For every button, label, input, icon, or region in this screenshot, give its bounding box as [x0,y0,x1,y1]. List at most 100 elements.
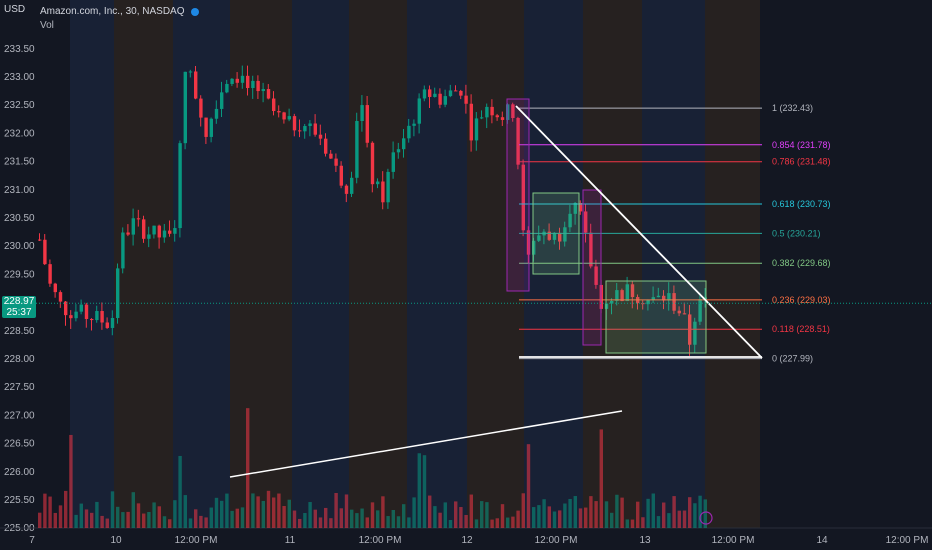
candle-body [183,71,187,144]
volume-bar [511,516,515,528]
candle-body [402,138,406,150]
last-price-value: 228.97 [3,296,35,307]
session-band [230,0,292,528]
volume-bar [464,514,468,528]
volume-indicator-label[interactable]: Vol [40,20,54,31]
volume-trend-line[interactable] [229,410,623,478]
candle-body [511,104,515,118]
candle-body [84,304,89,319]
candle-body [438,93,442,105]
volume-bar [443,502,447,528]
session-band [583,0,642,528]
symbol-title[interactable]: Amazon.com, Inc., 30, NASDAQ [40,6,199,17]
candle-body [256,80,260,92]
volume-bar [246,408,250,528]
volume-bar [589,496,593,528]
candle-body [121,232,125,269]
candle-body [646,299,650,305]
candle-body [532,240,536,255]
candle-body [615,290,619,301]
candle-body [308,123,312,127]
session-band [292,0,349,528]
volume-bar [318,517,323,528]
volume-bar [672,496,676,528]
volume-bar [610,512,614,528]
candle-body [521,164,525,231]
candle-body [594,266,598,285]
candle-body [500,117,505,120]
price-axis-tick: 228.50 [4,326,35,337]
session-band [407,0,467,528]
volume-bar [433,506,437,528]
candle-body [38,239,42,241]
candle-body [287,116,291,120]
candle-body [58,292,63,302]
volume-bar [277,493,281,528]
zone-rectangle[interactable] [582,189,602,346]
volume-bar [162,516,167,528]
volume-bar [480,501,484,528]
volume-bar [48,496,52,528]
volume-bar [178,455,182,528]
volume-bar [121,512,125,528]
currency-label[interactable]: USD [4,4,26,15]
candle-body [490,106,494,116]
volume-bar [214,497,219,528]
price-axis-tick: 233.50 [4,44,35,55]
volume-bar [105,518,109,528]
volume-bar [636,501,640,528]
volume-bar [630,519,635,528]
volume-bar [355,513,359,528]
candle-body [100,311,104,323]
candle-body [116,268,120,318]
volume-bar [402,504,406,528]
candle-body [53,283,57,293]
time-axis-tick: 11 [285,535,296,546]
lightning-icon[interactable] [699,511,713,525]
candle-body [610,300,614,304]
price-axis-tick: 225.50 [4,495,35,506]
volume-bar [386,516,390,528]
volume-bar [568,498,572,528]
zone-rectangle[interactable] [506,98,530,292]
volume-bar [220,500,224,528]
candle-body [334,158,338,166]
candle-body [682,313,687,315]
volume-bar [43,493,47,528]
session-band [70,0,114,528]
candle-body [630,284,635,298]
zone-rectangle[interactable] [532,192,580,275]
candle-body [225,83,229,93]
candle-body [230,78,234,84]
candle-body [266,89,271,99]
candle-body [365,105,369,143]
candle-body [360,105,364,122]
volume-bar [194,509,198,528]
volume-bar [688,497,692,528]
candle-body [303,126,307,132]
candle-body [370,142,375,185]
session-band [467,0,524,528]
session-band [524,0,583,528]
candle-body [204,117,208,137]
volume-bar [578,508,583,528]
candle-body [79,304,83,312]
volume-bar [188,518,193,528]
zone-rectangle[interactable] [605,280,707,354]
price-axis-tick: 227.00 [4,410,35,421]
volume-bar [58,505,63,528]
volume-bar [235,508,239,528]
candle-body [620,290,624,302]
candle-body [324,138,328,154]
volume-bar [74,514,78,528]
volume-bar [521,493,525,528]
candle-body [157,225,161,238]
candle-body [589,232,593,267]
volume-bar [516,510,520,528]
volume-bar [682,510,687,528]
candle-body [214,108,219,119]
trend-line[interactable] [515,105,763,359]
candle-body [412,123,416,126]
candle-body [246,75,250,89]
